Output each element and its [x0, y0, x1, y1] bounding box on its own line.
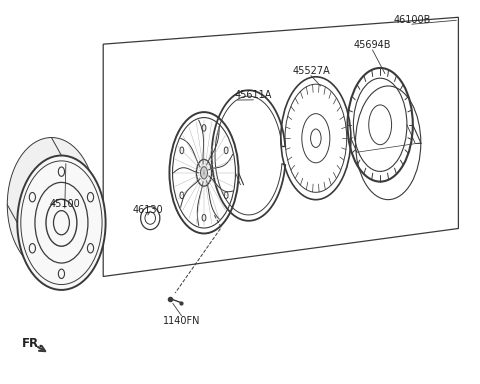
Text: 45100: 45100 — [49, 199, 80, 209]
Text: 46100B: 46100B — [393, 15, 431, 25]
Ellipse shape — [17, 156, 106, 290]
Ellipse shape — [59, 167, 64, 176]
Ellipse shape — [7, 137, 96, 272]
Text: 45611A: 45611A — [235, 90, 272, 100]
Ellipse shape — [29, 192, 36, 202]
Ellipse shape — [87, 192, 94, 202]
Text: 45694B: 45694B — [354, 40, 391, 50]
Text: FR.: FR. — [22, 337, 44, 350]
Text: 45527A: 45527A — [292, 66, 330, 76]
Ellipse shape — [29, 243, 36, 253]
Text: 46130: 46130 — [132, 205, 163, 215]
Ellipse shape — [87, 243, 94, 253]
Text: 1140FN: 1140FN — [163, 316, 200, 326]
Ellipse shape — [59, 269, 64, 278]
